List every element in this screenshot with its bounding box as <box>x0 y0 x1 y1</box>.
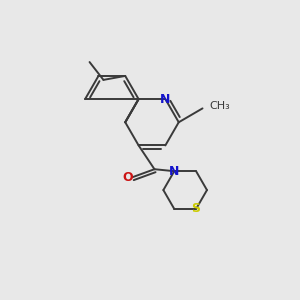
Text: N: N <box>169 165 179 178</box>
Text: S: S <box>192 202 201 215</box>
Text: CH₃: CH₃ <box>209 101 230 111</box>
Text: O: O <box>122 171 133 184</box>
Text: N: N <box>160 93 170 106</box>
